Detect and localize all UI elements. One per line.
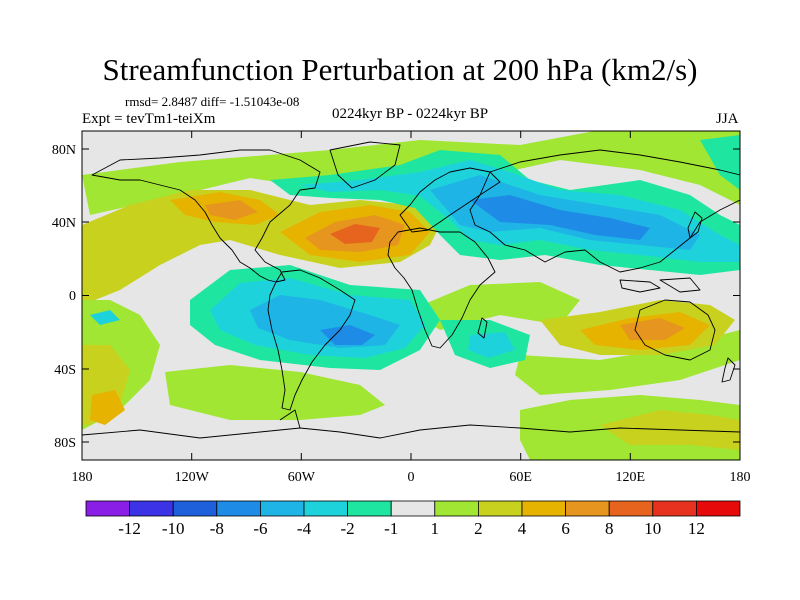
colorbar-label: -1 [384,519,398,538]
colorbar-label: 4 [518,519,527,538]
colorbar-swatch [434,500,479,517]
colorbar-label: -8 [210,519,224,538]
x-tick-label: 180 [730,470,751,485]
colorbar-label: 10 [644,519,661,538]
colorbar-swatch [565,500,610,517]
colorbar-swatch [608,500,654,517]
y-tick-label: 0 [69,289,76,304]
colorbar-swatch [129,500,174,517]
colorbar-swatch [652,500,697,517]
colorbar-swatch [521,500,566,517]
y-axis-labels: 80N 40N 0 40S 80S [52,143,76,451]
colorbar-label: -4 [297,519,312,538]
x-tick-label: 120E [616,470,646,485]
x-axis-labels: 180 120W 60W 0 60E 120E 180 [72,470,751,485]
contour-band-10 [330,224,380,244]
x-tick-label: 120W [175,470,210,485]
y-tick-label: 40N [52,216,76,231]
contour-band-8 [205,200,685,340]
colorbar-label: 2 [474,519,483,538]
y-tick-label: 80N [52,143,76,158]
colorbar-label: 1 [431,519,440,538]
colorbar-label: -6 [253,519,267,538]
colorbar: -12 -10 -8 -6 -4 -2 -1 1 2 4 6 8 10 12 [85,500,741,538]
coastlines [82,141,740,439]
x-tick-label: 60E [509,470,532,485]
colorbar-label: 6 [561,519,570,538]
colorbar-swatch [172,500,218,517]
x-axis-ticks [81,131,741,460]
colorbar-label: 8 [605,519,614,538]
colorbar-swatch [259,500,305,517]
colorbar-swatch [477,500,523,517]
y-tick-label: 80S [54,436,76,451]
contour-band-neg6 [320,195,650,345]
stats-line: rmsd= 2.8487 diff= -1.51043e-08 [125,94,300,109]
x-tick-label: 60W [288,470,316,485]
colorbar-label: -2 [341,519,355,538]
y-axis-ticks [82,148,740,443]
season-label: JJA [716,111,739,127]
map-plot-area [82,131,740,460]
x-tick-label: 0 [408,470,415,485]
colorbar-swatch [390,500,436,517]
period-label: 0224kyr BP - 0224kyr BP [331,106,489,122]
plot-title: Streamfunction Perturbation at 200 hPa (… [102,52,698,87]
experiment-label: Expt = tevTm1-teiXm [82,111,216,127]
colorbar-swatch [303,500,348,517]
colorbar-label: -10 [162,519,185,538]
colorbar-label: 12 [688,519,705,538]
colorbar-swatch [696,500,741,517]
colorbar-swatch [216,500,261,517]
colorbar-swatch [347,500,392,517]
x-tick-label: 180 [72,470,93,485]
colorbar-label: -12 [118,519,141,538]
colorbar-swatch [85,500,130,517]
y-tick-label: 40S [54,363,76,378]
